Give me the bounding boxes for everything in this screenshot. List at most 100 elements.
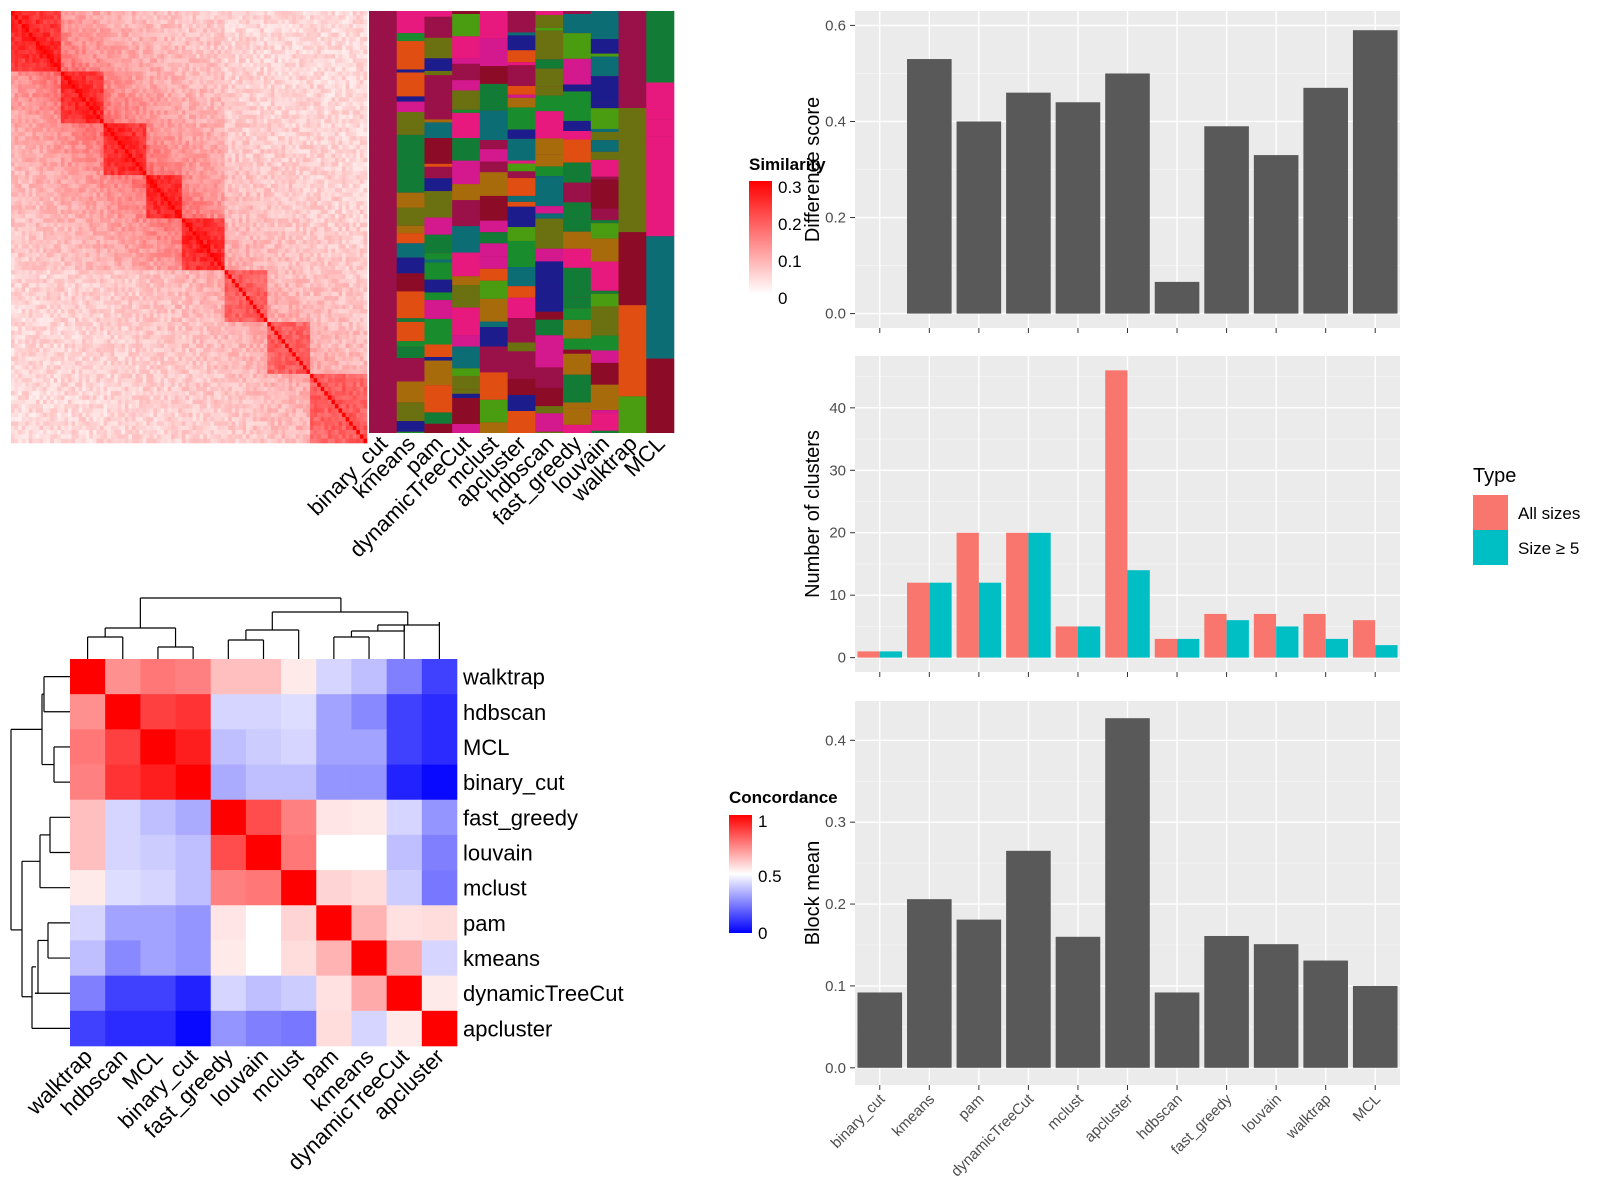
- similarity-cell: [253, 15, 257, 20]
- similarity-cell: [92, 175, 97, 180]
- similarity-cell: [249, 131, 254, 137]
- similarity-cell: [253, 205, 257, 211]
- similarity-cell: [349, 93, 354, 98]
- similarity-cell: [224, 58, 229, 64]
- similarity-cell: [107, 119, 111, 124]
- similarity-cell: [295, 205, 300, 211]
- similarity-cell: [156, 114, 161, 120]
- similarity-cell: [135, 196, 140, 202]
- similarity-cell: [189, 196, 193, 202]
- similarity-cell: [43, 110, 47, 115]
- similarity-cell: [11, 166, 15, 172]
- similarity-cell: [310, 101, 314, 107]
- similarity-cell: [292, 114, 297, 120]
- similarity-cell: [117, 205, 122, 211]
- similarity-cell: [110, 149, 115, 154]
- similarity-cell: [53, 205, 58, 211]
- similarity-cell: [92, 123, 97, 128]
- similarity-cell: [224, 41, 229, 46]
- similarity-cell: [345, 166, 350, 172]
- similarity-cell: [270, 183, 275, 189]
- similarity-cell: [267, 123, 272, 128]
- similarity-cell: [128, 201, 133, 206]
- similarity-cell: [189, 136, 193, 141]
- similarity-cell: [85, 218, 90, 223]
- similarity-cell: [124, 131, 129, 137]
- similarity-cell: [121, 149, 126, 154]
- similarity-cell: [171, 201, 176, 206]
- similarity-cell: [327, 101, 332, 107]
- similarity-cell: [149, 157, 154, 163]
- similarity-cell: [231, 36, 236, 42]
- similarity-cell: [92, 110, 97, 115]
- similarity-cell: [299, 119, 304, 124]
- similarity-cell: [331, 32, 336, 38]
- similarity-cell: [78, 97, 83, 103]
- similarity-cell: [320, 179, 325, 185]
- similarity-cell: [89, 140, 94, 146]
- similarity-cell: [149, 101, 154, 107]
- similarity-cell: [338, 49, 343, 55]
- similarity-cell: [352, 101, 357, 107]
- similarity-cell: [64, 80, 69, 85]
- similarity-cell: [132, 80, 136, 85]
- similarity-cell: [146, 218, 151, 223]
- similarity-cell: [160, 222, 165, 228]
- similarity-cell: [242, 106, 247, 111]
- similarity-cell: [149, 114, 154, 120]
- similarity-cell: [281, 54, 286, 59]
- similarity-cell: [124, 222, 129, 228]
- similarity-cell: [349, 153, 354, 159]
- similarity-cell: [235, 28, 240, 33]
- similarity-cell: [128, 11, 133, 16]
- similarity-cell: [43, 67, 47, 72]
- similarity-cell: [107, 32, 111, 38]
- similarity-cell: [128, 19, 133, 25]
- similarity-cell: [324, 201, 329, 206]
- similarity-cell: [263, 205, 268, 211]
- similarity-cell: [75, 93, 79, 98]
- similarity-cell: [82, 62, 87, 68]
- similarity-cell: [14, 209, 19, 215]
- similarity-cell: [139, 67, 144, 72]
- similarity-cell: [295, 144, 300, 150]
- similarity-cell: [142, 140, 147, 146]
- similarity-cell: [292, 136, 297, 141]
- similarity-cell: [199, 188, 204, 193]
- similarity-cell: [278, 214, 282, 219]
- similarity-cell: [32, 218, 37, 223]
- similarity-cell: [57, 114, 62, 120]
- similarity-cell: [324, 36, 329, 42]
- similarity-cell: [89, 218, 94, 223]
- similarity-cell: [25, 101, 30, 107]
- similarity-cell: [267, 97, 272, 103]
- similarity-cell: [267, 188, 272, 193]
- similarity-cell: [50, 140, 55, 146]
- similarity-cell: [64, 123, 69, 128]
- similarity-cell: [342, 222, 346, 228]
- similarity-cell: [306, 222, 311, 228]
- similarity-cell: [39, 36, 44, 42]
- similarity-cell: [181, 41, 186, 46]
- similarity-cell: [46, 222, 51, 228]
- similarity-cell: [285, 209, 289, 215]
- similarity-cell: [67, 209, 72, 215]
- similarity-cell: [189, 201, 193, 206]
- similarity-cell: [242, 62, 247, 68]
- similarity-cell: [210, 32, 215, 38]
- similarity-cell: [242, 36, 247, 42]
- similarity-cell: [110, 93, 115, 98]
- similarity-cell: [25, 136, 30, 141]
- similarity-cell: [89, 209, 94, 215]
- similarity-cell: [75, 110, 79, 115]
- similarity-cell: [171, 106, 176, 111]
- similarity-cell: [28, 23, 33, 29]
- similarity-cell: [253, 110, 257, 115]
- similarity-cell: [356, 114, 361, 120]
- similarity-cell: [117, 75, 122, 81]
- similarity-cell: [263, 119, 268, 124]
- similarity-cell: [213, 23, 218, 29]
- similarity-cell: [25, 23, 30, 29]
- similarity-cell: [64, 209, 69, 215]
- similarity-cell: [313, 71, 318, 77]
